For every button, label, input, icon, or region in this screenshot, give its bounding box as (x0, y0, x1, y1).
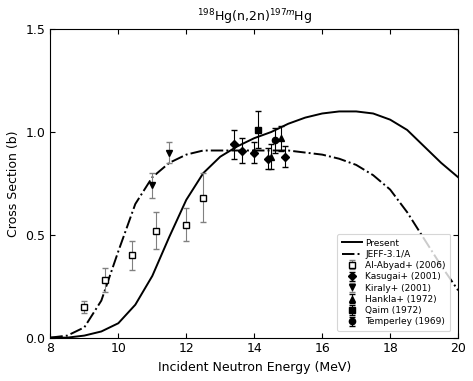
Present (370, 111, 376, 116)
Present (98, 329, 104, 334)
Present (235, 144, 240, 149)
JEFF-3.1/A (149, 175, 155, 179)
JEFF-3.1/A (47, 335, 53, 340)
JEFF-3.1/A (201, 148, 206, 153)
JEFF-3.1/A (302, 150, 308, 155)
JEFF-3.1/A (132, 202, 138, 206)
JEFF-3.1/A (370, 173, 376, 178)
Present (268, 130, 274, 134)
Present (81, 333, 87, 338)
Present (166, 235, 172, 239)
Present (132, 303, 138, 307)
JEFF-3.1/A (98, 298, 104, 303)
JEFF-3.1/A (166, 160, 172, 165)
JEFF-3.1/A (268, 148, 274, 153)
Line: JEFF-3.1/A: JEFF-3.1/A (50, 150, 458, 338)
Present (387, 117, 393, 122)
JEFF-3.1/A (184, 152, 189, 157)
Present (421, 144, 427, 149)
JEFF-3.1/A (455, 288, 461, 293)
Present (149, 274, 155, 278)
Present (252, 136, 257, 141)
Present (319, 111, 325, 116)
Present (404, 128, 410, 132)
JEFF-3.1/A (235, 148, 240, 153)
Present (115, 321, 121, 325)
JEFF-3.1/A (81, 325, 87, 330)
Present (353, 109, 359, 114)
JEFF-3.1/A (336, 157, 342, 161)
Y-axis label: Cross Section (b): Cross Section (b) (7, 130, 20, 237)
Present (302, 115, 308, 120)
Present (64, 335, 70, 340)
JEFF-3.1/A (353, 163, 359, 167)
Present (285, 122, 291, 126)
Legend: Present, JEFF-3.1/A, Al-Abyad+ (2006), Kasugai+ (2001), Kiraly+ (2001), Hankla+ : Present, JEFF-3.1/A, Al-Abyad+ (2006), K… (337, 234, 450, 331)
Present (201, 171, 206, 175)
JEFF-3.1/A (421, 237, 427, 241)
Present (184, 198, 189, 202)
Present (47, 335, 53, 340)
JEFF-3.1/A (387, 187, 393, 192)
X-axis label: Incident Neutron Energy (MeV): Incident Neutron Energy (MeV) (158, 361, 351, 374)
JEFF-3.1/A (404, 210, 410, 215)
Line: Present: Present (50, 111, 458, 338)
JEFF-3.1/A (438, 263, 444, 268)
Title: $^{198}$Hg(n,2n)$^{197m}$Hg: $^{198}$Hg(n,2n)$^{197m}$Hg (197, 7, 312, 27)
Present (336, 109, 342, 114)
JEFF-3.1/A (285, 148, 291, 153)
Present (455, 175, 461, 179)
JEFF-3.1/A (252, 148, 257, 153)
Present (438, 160, 444, 165)
Present (218, 154, 223, 159)
JEFF-3.1/A (218, 148, 223, 153)
JEFF-3.1/A (64, 333, 70, 338)
JEFF-3.1/A (115, 249, 121, 254)
JEFF-3.1/A (319, 152, 325, 157)
